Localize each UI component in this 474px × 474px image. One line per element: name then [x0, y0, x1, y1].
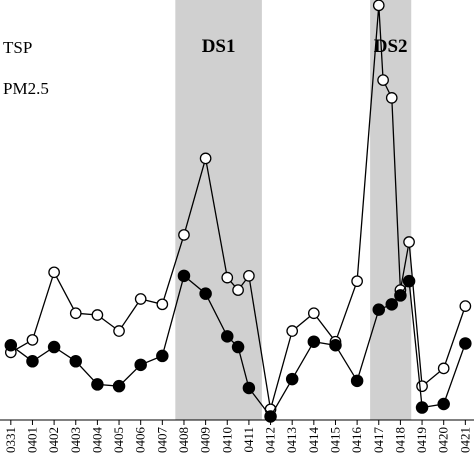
data-point-tsp-24 — [437, 362, 450, 375]
data-point-pm25-4 — [91, 378, 104, 391]
data-point-pm25-24 — [459, 337, 472, 350]
x-tick-label-0331: 0331 — [3, 427, 18, 453]
data-point-pm25-18 — [372, 303, 386, 316]
data-point-pm25-21 — [402, 274, 416, 288]
data-point-pm25-12 — [242, 381, 256, 395]
series-tsp — [4, 0, 472, 416]
data-point-pm25-7 — [156, 349, 169, 363]
x-tick-label-0419: 0419 — [414, 427, 429, 453]
x-tick-label-0409: 0409 — [198, 427, 213, 453]
legend: TSP PM2.5 — [3, 38, 49, 98]
data-point-pm25-22 — [415, 401, 429, 414]
data-point-tsp-6 — [134, 293, 147, 305]
x-tick-label-0407: 0407 — [154, 427, 169, 454]
x-tick-label-0414: 0414 — [306, 427, 321, 454]
data-point-tsp-5 — [113, 325, 125, 337]
data-point-pm25-14 — [285, 372, 299, 386]
x-tick-label-0418: 0418 — [392, 427, 407, 453]
data-point-tsp-7 — [156, 298, 169, 311]
data-point-tsp-12 — [243, 269, 255, 282]
x-tick-label-0408: 0408 — [176, 427, 191, 453]
data-point-tsp-11 — [232, 284, 244, 296]
shaded-region-ds1 — [175, 0, 262, 420]
band-labels: DS1 DS2 — [202, 36, 408, 57]
data-point-pm25-10 — [221, 330, 234, 343]
x-tick-label-0411: 0411 — [241, 427, 256, 453]
x-tick-label-0417: 0417 — [371, 427, 386, 454]
data-point-pm25-16 — [329, 339, 342, 352]
data-point-tsp-8 — [178, 229, 190, 241]
data-point-tsp-4 — [91, 309, 104, 321]
data-point-pm25-11 — [231, 340, 245, 354]
data-point-tsp-1 — [26, 334, 39, 346]
data-point-tsp-23 — [416, 380, 428, 393]
data-point-pm25-2 — [47, 340, 61, 354]
x-tick-label-0421: 0421 — [457, 427, 472, 453]
x-tick-label-0405: 0405 — [111, 427, 126, 453]
data-point-pm25-9 — [199, 287, 212, 300]
data-point-tsp-3 — [69, 307, 82, 320]
data-point-pm25-6 — [134, 358, 147, 372]
legend-label-tsp: TSP — [3, 38, 32, 57]
x-tick-label-0416: 0416 — [349, 427, 364, 454]
data-point-tsp-17 — [351, 275, 363, 288]
data-point-pm25-1 — [26, 355, 39, 368]
data-point-tsp-14 — [286, 325, 299, 337]
data-point-pm25-19 — [385, 298, 399, 311]
data-point-pm25-5 — [112, 379, 126, 393]
x-tick-label-0410: 0410 — [219, 427, 234, 453]
data-point-tsp-19 — [377, 74, 389, 86]
x-tick-label-0401: 0401 — [24, 427, 39, 453]
data-point-tsp-10 — [221, 271, 234, 284]
series-pm25 — [4, 269, 472, 423]
data-point-pm25-23 — [437, 397, 450, 411]
shaded-regions — [175, 0, 412, 420]
data-point-pm25-17 — [350, 374, 364, 388]
data-point-tsp-18 — [372, 0, 385, 12]
x-tick-labels: 0331 0401 0402 0403 0404 0405 0406 0407 0408 0409… — [3, 420, 472, 454]
data-point-pm25-0 — [4, 339, 18, 352]
data-point-tsp-20 — [385, 92, 398, 104]
x-tick-label-0420: 0420 — [436, 427, 451, 453]
data-point-tsp-15 — [307, 307, 320, 320]
data-point-pm25-3 — [69, 355, 83, 368]
x-tick-label-0415: 0415 — [327, 427, 342, 453]
data-point-tsp-9 — [199, 152, 212, 165]
x-tick-label-0412: 0412 — [263, 427, 278, 453]
data-point-tsp-22 — [403, 236, 415, 248]
band-label-ds1: DS1 — [202, 36, 236, 57]
x-tick-label-0413: 0413 — [284, 427, 299, 453]
data-point-tsp-25 — [459, 300, 472, 312]
x-tick-label-0402: 0402 — [46, 427, 61, 453]
x-tick-label-0406: 0406 — [133, 427, 148, 454]
shaded-region-ds2 — [370, 0, 412, 420]
x-tick-label-0404: 0404 — [89, 427, 104, 454]
band-label-ds2: DS2 — [374, 36, 408, 57]
series-layer — [4, 0, 472, 423]
data-point-tsp-2 — [48, 266, 60, 279]
data-point-pm25-8 — [177, 269, 191, 283]
data-point-pm25-20 — [394, 289, 407, 302]
x-tick-label-0403: 0403 — [68, 427, 83, 453]
legend-label-pm25: PM2.5 — [3, 79, 49, 98]
data-point-pm25-15 — [307, 335, 321, 348]
